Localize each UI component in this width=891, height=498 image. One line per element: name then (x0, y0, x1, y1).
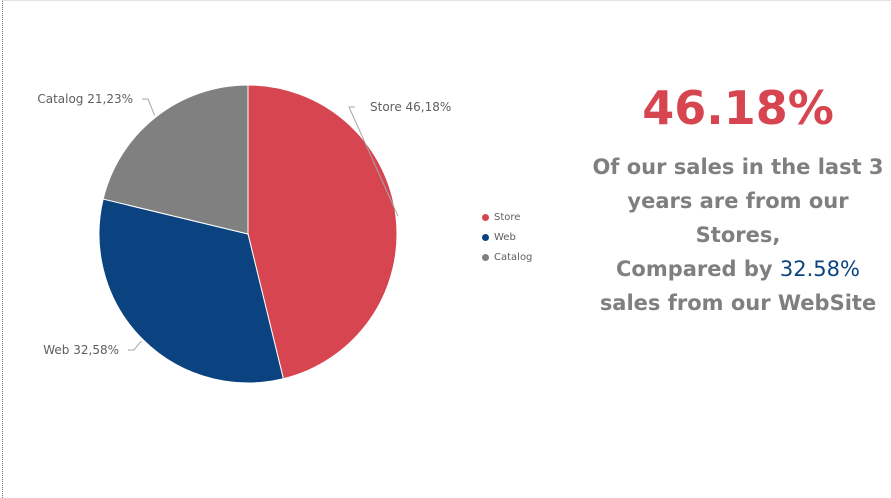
chart-legend[interactable]: Store Web Catalog (482, 207, 532, 267)
kpi-description: Of our sales in the last 3 years are fro… (585, 150, 891, 320)
kpi-line-3: Stores, (695, 223, 781, 247)
legend-dot-catalog (482, 253, 489, 261)
canvas-left-border (2, 0, 3, 498)
legend-dot-web (482, 233, 489, 241)
data-label-catalog: Catalog 21,23% (37, 92, 133, 106)
data-label-web: Web 32,58% (43, 343, 119, 357)
canvas-top-border (2, 0, 891, 1)
legend-item-store[interactable]: Store (482, 207, 532, 227)
leader-line-web (128, 340, 142, 351)
kpi-line-4-prefix: Compared by (616, 257, 773, 281)
pie-slice-web[interactable] (98, 198, 284, 384)
data-label-store: Store 46,18% (370, 100, 451, 114)
legend-label-web: Web (494, 231, 516, 243)
legend-item-web[interactable]: Web (482, 227, 532, 247)
legend-label-store: Store (494, 211, 521, 223)
legend-item-catalog[interactable]: Catalog (482, 247, 532, 267)
leader-line-catalog (142, 98, 156, 116)
kpi-line-1: Of our sales in the last 3 (592, 155, 884, 179)
kpi-line-5: sales from our WebSite (599, 291, 877, 315)
legend-label-catalog: Catalog (494, 251, 533, 263)
kpi-value: 46.18% (642, 81, 834, 135)
pie-slice-store[interactable] (247, 84, 398, 380)
legend-dot-store (482, 213, 489, 221)
pie-slice-catalog[interactable] (102, 84, 249, 235)
kpi-line-2: years are from our (627, 189, 849, 213)
kpi-web-percentage: 32.58% (779, 257, 860, 281)
leader-line-store (348, 106, 399, 217)
kpi-line-4: Compared by 32.58% (585, 252, 891, 286)
kpi-card: 46.18% Of our sales in the last 3 years … (585, 78, 891, 320)
